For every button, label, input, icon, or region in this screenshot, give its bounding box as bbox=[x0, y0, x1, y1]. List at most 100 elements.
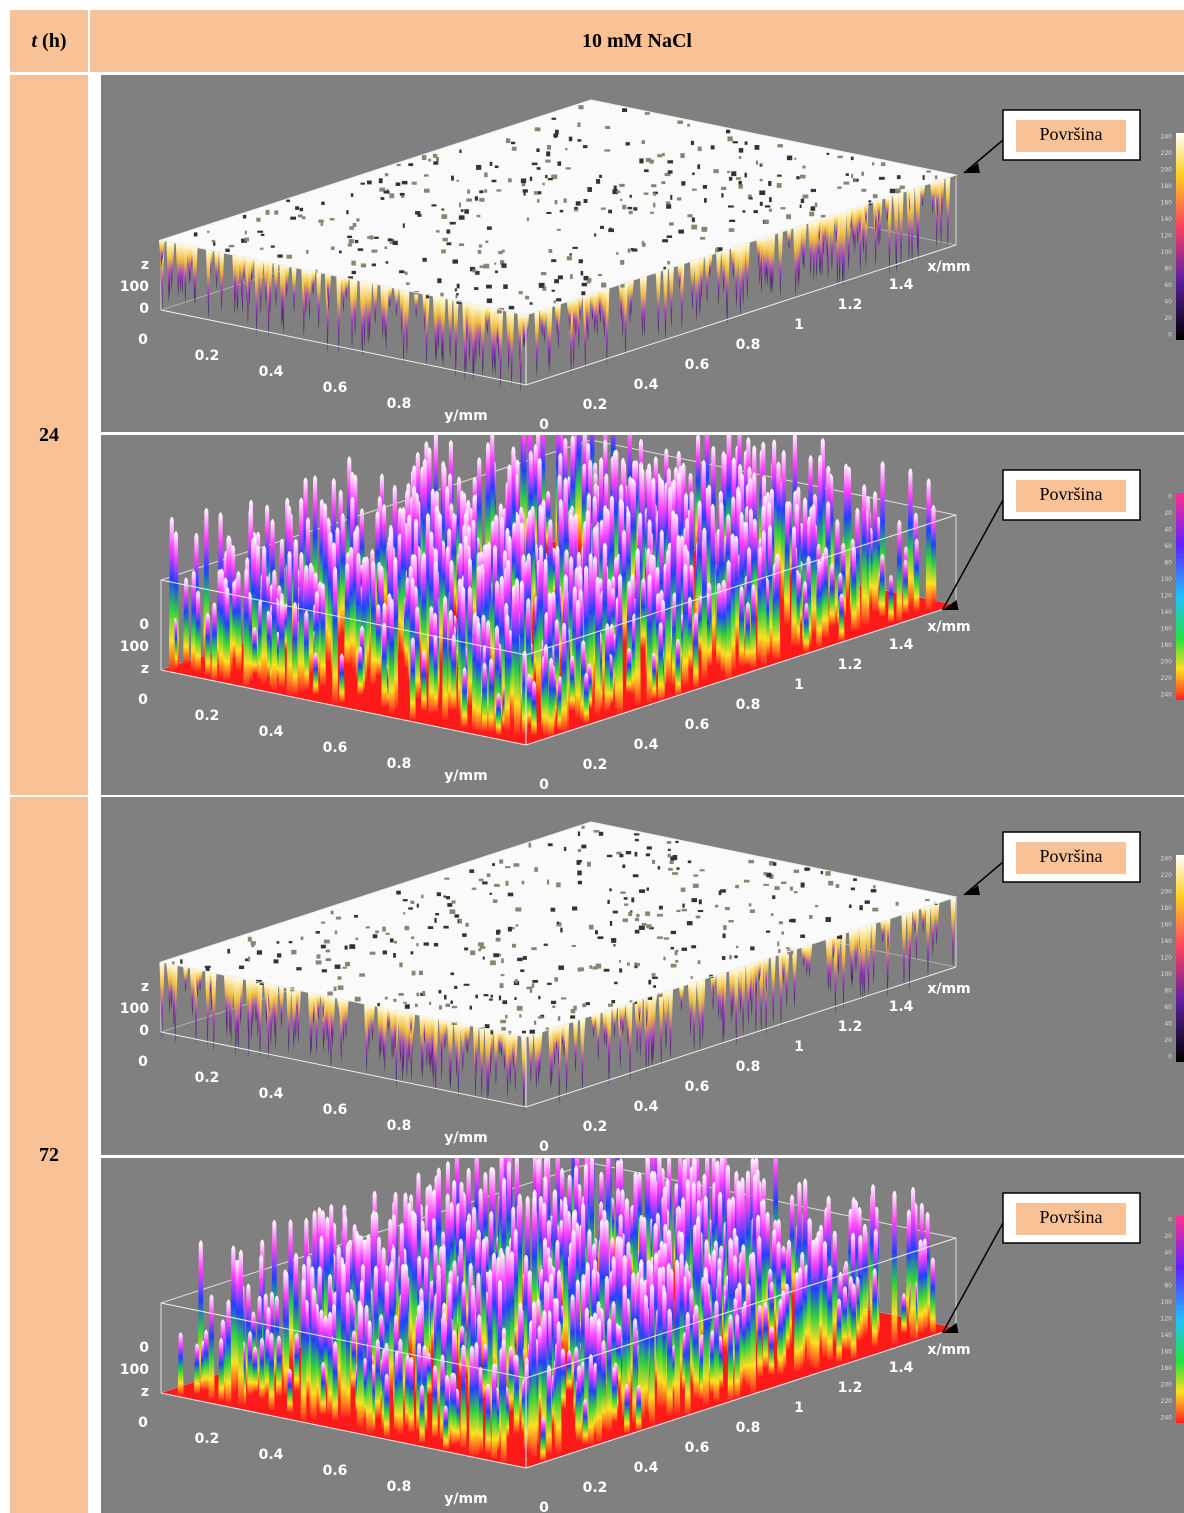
pit bbox=[543, 943, 548, 946]
spike bbox=[762, 237, 768, 286]
pit bbox=[445, 896, 451, 900]
pit bbox=[462, 933, 467, 937]
pit bbox=[641, 240, 644, 246]
spike bbox=[584, 295, 590, 335]
colorbar-tick-label: 60 bbox=[1164, 1004, 1172, 1011]
pit bbox=[768, 180, 772, 186]
pit bbox=[256, 950, 263, 955]
z-axis-label: 0 bbox=[139, 1023, 149, 1039]
peak bbox=[777, 1298, 784, 1375]
pit bbox=[545, 1027, 550, 1032]
y-tick-label: 0.4 bbox=[259, 1447, 284, 1463]
pit bbox=[702, 185, 708, 189]
pit bbox=[781, 881, 787, 885]
peak bbox=[218, 1338, 225, 1402]
peak bbox=[587, 553, 594, 700]
peak bbox=[539, 1416, 546, 1462]
peak bbox=[461, 667, 468, 728]
peak bbox=[211, 602, 218, 681]
spike bbox=[473, 1026, 479, 1077]
peak bbox=[271, 569, 278, 691]
spike bbox=[663, 991, 669, 1048]
pit bbox=[458, 215, 465, 220]
pit bbox=[859, 905, 863, 911]
peak bbox=[327, 1311, 334, 1415]
spike bbox=[945, 177, 951, 249]
peak bbox=[750, 1251, 757, 1394]
spike bbox=[426, 1017, 432, 1068]
colorbar-tick-label: 200 bbox=[1161, 167, 1173, 174]
pit bbox=[441, 208, 445, 211]
pit bbox=[227, 948, 231, 954]
pit bbox=[415, 211, 421, 215]
pit bbox=[634, 917, 640, 922]
peak bbox=[513, 578, 520, 735]
pit bbox=[643, 192, 649, 195]
pit bbox=[351, 270, 357, 275]
pit bbox=[464, 947, 469, 951]
peak bbox=[307, 562, 314, 675]
z-axis-label: 100 bbox=[120, 1362, 149, 1378]
spike bbox=[763, 958, 769, 994]
spike bbox=[392, 1010, 398, 1051]
pit bbox=[265, 209, 270, 215]
pit bbox=[514, 979, 518, 984]
pit bbox=[242, 214, 247, 219]
peak bbox=[682, 563, 689, 687]
x-tick-label: 0.8 bbox=[736, 337, 761, 353]
spike bbox=[286, 988, 292, 1055]
spike bbox=[439, 1019, 445, 1061]
pit bbox=[620, 891, 626, 894]
pit bbox=[657, 154, 662, 158]
pit bbox=[793, 869, 800, 873]
pit bbox=[501, 1026, 506, 1031]
spike bbox=[939, 179, 945, 218]
peak bbox=[768, 1326, 775, 1375]
z-axis-label: 0 bbox=[139, 617, 149, 633]
pit bbox=[347, 243, 353, 247]
pit bbox=[786, 947, 790, 950]
spike bbox=[730, 969, 736, 1017]
spike bbox=[330, 997, 336, 1048]
x-tick-label: 0.4 bbox=[634, 377, 659, 393]
pit bbox=[802, 194, 809, 199]
peak bbox=[850, 546, 857, 631]
peak bbox=[780, 1245, 787, 1296]
pit bbox=[337, 985, 344, 990]
pit bbox=[346, 210, 349, 215]
pit bbox=[633, 207, 638, 211]
colorbar-tick-label: 0 bbox=[1168, 1054, 1172, 1061]
pit bbox=[780, 207, 786, 210]
x-tick-label: 1.4 bbox=[889, 277, 914, 293]
spike bbox=[413, 292, 419, 318]
pit bbox=[546, 211, 552, 214]
colorbar-tick-label: 240 bbox=[1161, 856, 1173, 863]
pit bbox=[765, 930, 771, 933]
pit bbox=[573, 1005, 577, 1011]
spike bbox=[521, 1036, 527, 1114]
pit bbox=[540, 1014, 545, 1018]
pit bbox=[369, 235, 374, 240]
pit bbox=[727, 136, 733, 142]
pit bbox=[443, 895, 446, 898]
pit bbox=[644, 169, 649, 173]
pit bbox=[357, 248, 364, 251]
pit bbox=[478, 244, 483, 248]
pit bbox=[444, 877, 450, 880]
pit bbox=[529, 1029, 536, 1034]
pit bbox=[749, 909, 756, 913]
peak bbox=[526, 673, 533, 725]
y-tick-label: 0 bbox=[138, 692, 148, 708]
colorbar-tick-label: 80 bbox=[1164, 560, 1172, 567]
spike bbox=[880, 920, 886, 943]
pit bbox=[809, 915, 813, 919]
spike bbox=[429, 1017, 435, 1059]
spike bbox=[934, 181, 940, 218]
pit bbox=[321, 201, 325, 205]
pit bbox=[577, 122, 581, 128]
pit bbox=[476, 164, 482, 170]
pit bbox=[479, 197, 485, 202]
pit bbox=[583, 275, 589, 281]
pit bbox=[682, 903, 685, 908]
spike bbox=[224, 975, 230, 1029]
